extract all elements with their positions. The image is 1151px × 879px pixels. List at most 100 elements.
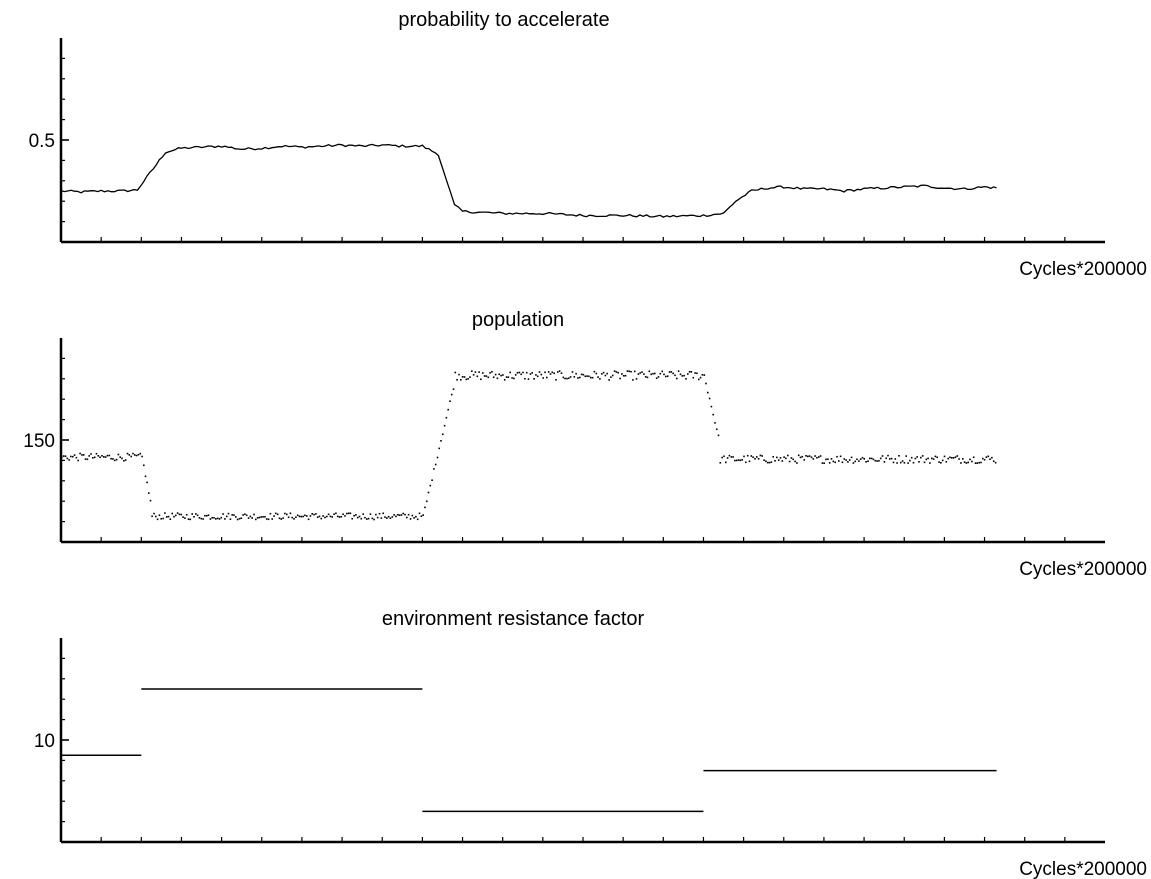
data-point bbox=[256, 517, 259, 519]
data-point bbox=[162, 517, 164, 520]
data-point bbox=[921, 455, 924, 457]
data-point bbox=[253, 513, 255, 516]
data-point bbox=[121, 457, 123, 460]
data-point bbox=[108, 454, 111, 457]
data-point bbox=[160, 518, 162, 520]
data-point bbox=[262, 516, 264, 518]
data-point bbox=[542, 377, 544, 379]
data-point bbox=[790, 457, 793, 459]
data-point bbox=[431, 479, 433, 481]
data-point bbox=[929, 462, 931, 464]
data-point bbox=[324, 516, 326, 519]
data-point bbox=[540, 373, 543, 376]
data-point bbox=[657, 376, 660, 378]
data-point bbox=[101, 455, 103, 457]
data-point bbox=[941, 459, 944, 462]
data-point bbox=[245, 514, 248, 517]
data-point bbox=[927, 457, 929, 460]
data-point bbox=[336, 515, 339, 518]
data-point bbox=[527, 378, 530, 380]
data-point bbox=[155, 515, 157, 518]
data-point bbox=[752, 456, 754, 458]
data-point bbox=[369, 513, 372, 515]
data-point bbox=[445, 416, 448, 419]
data-point bbox=[969, 458, 971, 461]
data-point bbox=[633, 370, 636, 373]
plot-marks bbox=[61, 370, 997, 521]
data-point bbox=[233, 514, 235, 516]
data-point bbox=[280, 518, 283, 520]
data-point bbox=[178, 513, 181, 516]
data-point bbox=[220, 516, 223, 519]
data-point bbox=[920, 456, 922, 459]
data-point bbox=[247, 517, 250, 519]
data-point bbox=[781, 460, 784, 462]
data-point bbox=[209, 518, 212, 520]
data-point bbox=[590, 376, 592, 379]
axes bbox=[59, 38, 1105, 244]
data-point bbox=[571, 371, 574, 373]
data-point bbox=[524, 377, 526, 380]
x-axis-label: Cycles*200000 bbox=[1019, 259, 1147, 280]
data-point bbox=[289, 512, 292, 515]
data-point bbox=[295, 516, 297, 518]
data-point bbox=[705, 382, 707, 385]
data-point bbox=[723, 455, 725, 458]
data-point bbox=[613, 370, 616, 372]
data-point bbox=[876, 460, 878, 462]
data-point bbox=[896, 462, 898, 464]
data-point bbox=[536, 375, 539, 378]
data-point bbox=[535, 374, 537, 376]
data-point bbox=[652, 372, 654, 375]
data-point bbox=[331, 516, 333, 518]
data-point bbox=[273, 515, 275, 517]
data-point bbox=[482, 372, 484, 374]
data-point bbox=[366, 518, 368, 520]
data-point bbox=[298, 515, 301, 518]
data-point bbox=[785, 457, 787, 460]
data-point bbox=[68, 459, 70, 461]
data-point bbox=[393, 514, 395, 516]
data-point bbox=[719, 462, 722, 464]
data-point bbox=[770, 461, 773, 463]
data-point bbox=[659, 372, 662, 375]
chart-title: population bbox=[472, 309, 564, 331]
data-point bbox=[739, 459, 742, 462]
data-point bbox=[588, 375, 590, 378]
data-point bbox=[663, 373, 665, 376]
data-point bbox=[187, 518, 190, 520]
data-point bbox=[503, 379, 506, 381]
data-point bbox=[422, 514, 424, 516]
data-point bbox=[144, 475, 147, 478]
x-axis-label: Cycles*200000 bbox=[1019, 859, 1147, 879]
data-point bbox=[635, 378, 638, 380]
data-point bbox=[726, 457, 729, 459]
data-point bbox=[916, 456, 918, 458]
data-point bbox=[364, 516, 366, 519]
data-point bbox=[137, 453, 140, 456]
data-point bbox=[717, 434, 720, 437]
data-point bbox=[411, 514, 414, 517]
data-point bbox=[676, 377, 678, 380]
data-point bbox=[745, 461, 747, 464]
data-point bbox=[518, 371, 521, 374]
data-point bbox=[344, 515, 346, 517]
data-point bbox=[509, 371, 511, 374]
data-point bbox=[859, 458, 862, 460]
data-point bbox=[792, 458, 794, 461]
data-point bbox=[566, 377, 568, 380]
data-point bbox=[456, 379, 458, 381]
data-point bbox=[741, 459, 743, 461]
data-point bbox=[850, 456, 853, 459]
data-point bbox=[746, 454, 749, 457]
data-point bbox=[496, 377, 499, 380]
data-point bbox=[854, 460, 856, 463]
data-point bbox=[602, 371, 605, 374]
data-point bbox=[582, 373, 585, 376]
data-point bbox=[887, 454, 889, 457]
data-point bbox=[621, 373, 623, 375]
data-point bbox=[734, 459, 736, 462]
chart-title: probability to accelerate bbox=[398, 9, 609, 31]
data-point bbox=[622, 375, 625, 377]
data-point bbox=[909, 459, 911, 462]
